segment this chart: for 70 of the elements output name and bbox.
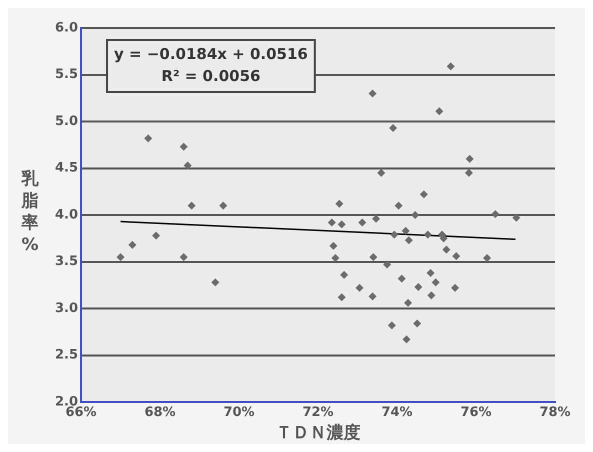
x-tick-label: 76% <box>460 405 492 420</box>
y-tick-label: 5.0 <box>55 114 78 129</box>
point <box>452 252 460 260</box>
y-tick-label: 4.0 <box>55 207 78 222</box>
point <box>427 291 436 300</box>
point <box>328 218 336 226</box>
y-tick-label: 4.5 <box>55 160 78 176</box>
point <box>491 210 500 218</box>
x-axis-title: ＴＤＮ濃度 <box>276 423 361 444</box>
point <box>219 202 228 210</box>
point <box>483 254 492 262</box>
x-tick-label: 72% <box>302 405 334 420</box>
point <box>128 240 136 249</box>
point <box>512 214 520 222</box>
point <box>464 168 473 177</box>
point <box>372 214 380 223</box>
annotation: R² = 0.0056 <box>161 66 260 85</box>
y-tick-label: 3.5 <box>55 254 78 270</box>
y-tick-label: 6.0 <box>55 20 78 36</box>
point <box>420 190 428 198</box>
y-axis-title: 乳脂率% <box>20 168 40 256</box>
point <box>368 292 377 300</box>
point <box>446 62 455 70</box>
y-tick-label: 5.5 <box>55 67 78 82</box>
point <box>180 142 188 151</box>
point <box>426 268 435 277</box>
point <box>152 232 160 240</box>
x-tick-label: 70% <box>223 405 255 420</box>
point <box>184 161 192 170</box>
annotation: y = −0.0184x + 0.0516 <box>114 44 308 63</box>
point <box>116 253 125 262</box>
point <box>390 230 398 239</box>
y-tick-label: 2.5 <box>55 348 78 363</box>
point <box>188 202 196 210</box>
point <box>369 253 378 262</box>
point <box>402 335 410 344</box>
point <box>383 260 392 269</box>
point <box>466 154 474 163</box>
point <box>404 236 413 244</box>
point <box>355 284 364 292</box>
point <box>338 220 346 228</box>
x-tick-label: 78% <box>539 405 571 420</box>
point <box>211 278 220 286</box>
point <box>389 124 398 132</box>
point <box>144 134 152 142</box>
point <box>435 107 444 116</box>
point <box>413 319 422 328</box>
point <box>411 211 420 219</box>
point <box>340 270 348 279</box>
point <box>398 274 406 283</box>
point <box>329 242 338 250</box>
point <box>394 202 403 210</box>
point <box>388 321 396 330</box>
point <box>432 278 440 286</box>
y-tick-label: 3.0 <box>55 300 78 316</box>
x-tick-label: 68% <box>144 405 176 420</box>
point <box>451 284 460 292</box>
point <box>404 298 412 307</box>
point <box>424 230 432 239</box>
point <box>414 282 422 291</box>
point <box>402 226 410 235</box>
point <box>338 293 346 302</box>
x-tick-label: 74% <box>381 405 413 420</box>
point <box>442 246 450 254</box>
point <box>180 253 188 262</box>
point <box>335 200 344 208</box>
point <box>358 218 366 226</box>
point <box>377 168 386 177</box>
point <box>368 89 377 98</box>
point <box>331 254 340 262</box>
